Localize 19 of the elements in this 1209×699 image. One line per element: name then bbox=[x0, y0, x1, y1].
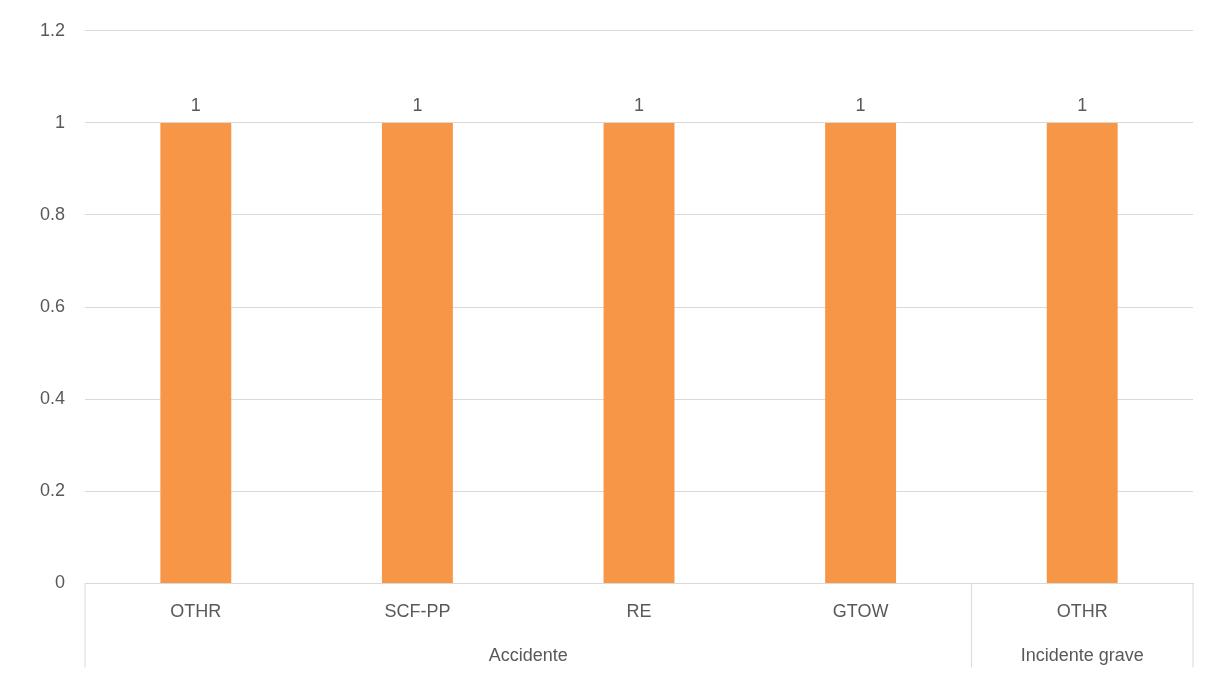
x-tick-label: OTHR bbox=[1056, 601, 1108, 622]
y-tick-label: 0 bbox=[55, 572, 66, 593]
y-tick-label: 0.6 bbox=[39, 296, 66, 317]
data-label: 1 bbox=[855, 94, 866, 115]
x-tick-label: SCF-PP bbox=[384, 601, 451, 622]
y-tick-label: 0.2 bbox=[39, 480, 66, 501]
y-tick-label: 0.8 bbox=[39, 203, 66, 224]
x-tick-label: RE bbox=[626, 601, 652, 622]
data-label: 1 bbox=[190, 94, 201, 115]
text: Accidente bbox=[488, 645, 568, 666]
x-tick-label: OTHR bbox=[170, 601, 222, 622]
data-label: 1 bbox=[412, 94, 423, 115]
text: Incidente grave bbox=[1020, 645, 1144, 666]
data-label: 1 bbox=[634, 94, 645, 115]
x-tick-label: GTOW bbox=[832, 601, 889, 622]
data-label: 1 bbox=[1077, 94, 1088, 115]
y-tick-label: 1 bbox=[55, 111, 66, 132]
y-tick-label: 0.4 bbox=[39, 388, 66, 409]
y-tick-label: 1.2 bbox=[39, 19, 66, 40]
